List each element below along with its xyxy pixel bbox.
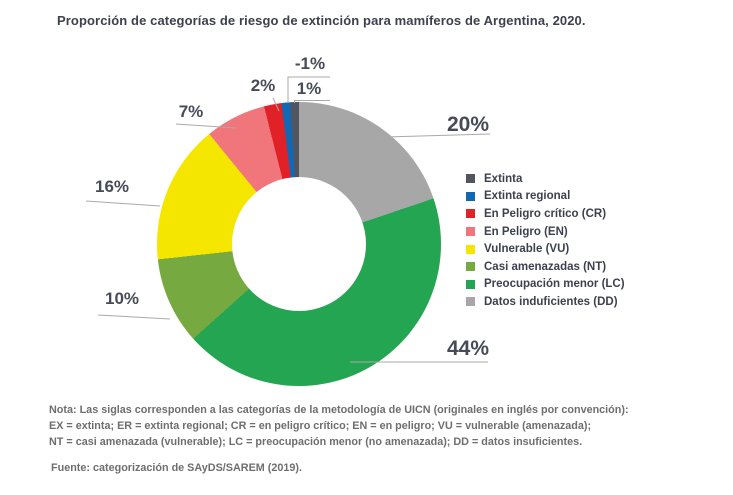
legend-label: Extinta regional bbox=[484, 190, 571, 203]
legend-swatch-dd bbox=[466, 297, 475, 307]
footnote-line-1: Nota: Las siglas corresponden a las cate… bbox=[49, 404, 629, 416]
legend-swatch-vu bbox=[466, 244, 475, 254]
legend-label: En Peligro crítico (CR) bbox=[484, 207, 607, 220]
slice-label-en: 7% bbox=[178, 102, 204, 121]
slice-label-extinta: 1% bbox=[296, 79, 322, 98]
donut-hole bbox=[232, 177, 366, 311]
chart-title: Proporción de categorías de riesgo de ex… bbox=[57, 13, 586, 28]
source-citation: Fuente: categorización de SAyDS/SAREM (2… bbox=[51, 462, 302, 474]
legend-label: Preocupación menor (LC) bbox=[484, 278, 625, 291]
legend-label: Extinta bbox=[484, 172, 523, 185]
connector-extinta-regional bbox=[287, 76, 330, 102]
legend-item-vu: Vulnerable (VU) bbox=[466, 240, 625, 258]
slice-label-cr: 2% bbox=[250, 76, 276, 95]
slice-label-extinta-regional: -1% bbox=[294, 54, 326, 73]
connector-extinta bbox=[294, 100, 330, 103]
slice-label-nt: 10% bbox=[104, 289, 140, 308]
footnote-line-2: EX = extinta; ER = extinta regional; CR … bbox=[49, 419, 592, 432]
legend-label: En Peligro (EN) bbox=[484, 225, 568, 238]
legend-label: Vulnerable (VU) bbox=[484, 243, 570, 256]
legend-item-dd: Datos induficientes (DD) bbox=[466, 293, 625, 311]
legend: Extinta Extinta regional En Peligro crít… bbox=[466, 170, 625, 311]
legend-item-extinta: Extinta bbox=[466, 170, 625, 188]
legend-item-lc: Preocupación menor (LC) bbox=[466, 276, 625, 294]
slice-label-dd: 20% bbox=[446, 113, 490, 136]
connector-vu bbox=[85, 200, 161, 207]
legend-swatch-extinta-regional bbox=[466, 191, 475, 201]
footnote: Nota: Las siglas corresponden a las cate… bbox=[49, 403, 629, 450]
legend-label: Datos induficientes (DD) bbox=[484, 295, 618, 308]
connector-en bbox=[175, 123, 237, 129]
slice-label-lc: 44% bbox=[446, 337, 490, 360]
legend-item-nt: Casi amenazadas (NT) bbox=[466, 258, 625, 276]
legend-label: Casi amenazadas (NT) bbox=[484, 260, 607, 273]
slice-label-vu: 16% bbox=[94, 177, 130, 196]
connector-dd bbox=[351, 133, 491, 139]
legend-swatch-extinta bbox=[466, 174, 475, 184]
donut-chart bbox=[157, 102, 441, 386]
legend-swatch-nt bbox=[466, 262, 475, 272]
connector-nt bbox=[97, 314, 171, 320]
legend-item-cr: En Peligro crítico (CR) bbox=[466, 205, 625, 223]
legend-swatch-lc bbox=[466, 279, 475, 289]
connector-cr bbox=[272, 97, 280, 112]
legend-item-extinta-regional: Extinta regional bbox=[466, 188, 625, 206]
legend-swatch-en bbox=[466, 227, 475, 237]
legend-swatch-cr bbox=[466, 209, 475, 219]
legend-item-en: En Peligro (EN) bbox=[466, 223, 625, 241]
footnote-line-3: NT = casi amenazada (vulnerable); LC = p… bbox=[49, 435, 583, 448]
